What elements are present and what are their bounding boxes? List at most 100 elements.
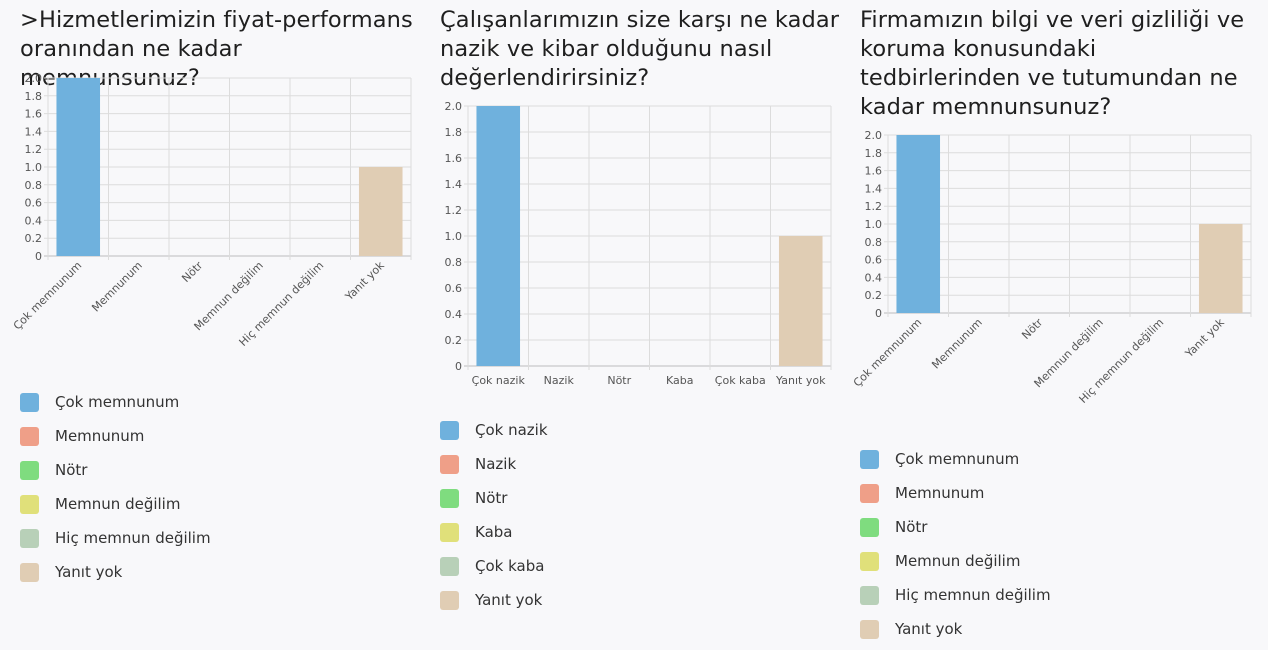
legend-item[interactable]: Nötr [20, 453, 211, 487]
legend-label: Çok memnunum [55, 393, 180, 411]
y-tick-label: 0.2 [865, 289, 883, 302]
chart-title: Çalışanlarımızın size karşı ne kadar naz… [440, 7, 840, 91]
legend-swatch [440, 590, 459, 610]
y-tick-label: 0.4 [445, 308, 463, 321]
x-tick-label: Çok kaba [715, 374, 766, 387]
legend-item[interactable]: Yanıt yok [20, 555, 211, 589]
y-tick-label: 1.6 [445, 152, 463, 165]
legend-item[interactable]: Çok memnunum [20, 385, 211, 419]
bar-chart: 0 0.2 0.4 0.6 0.8 1.0 1.2 1.4 1.6 1.8 2.0 Çok memnu… [851, 129, 1252, 406]
legend-item[interactable]: Kaba [440, 515, 548, 549]
legend-swatch [20, 392, 39, 412]
chart-title: Firmamızın bilgi ve veri gizliliği ve ko… [860, 7, 1245, 120]
legend-label: Memnun değilim [55, 495, 181, 513]
legend-swatch [20, 494, 39, 514]
legend-item[interactable]: Nötr [440, 481, 548, 515]
y-tick-label: 0.8 [25, 179, 43, 192]
legend-swatch [440, 556, 459, 576]
legend-item[interactable]: Nötr [860, 510, 1051, 544]
legend-swatch [860, 517, 879, 537]
bar-chart: 0 0.2 0.4 0.6 0.8 1.0 1.2 1.4 1.6 1.8 2.0 Çok memnu… [11, 72, 412, 349]
x-tick-label: Kaba [666, 374, 693, 387]
y-tick-label: 0.8 [445, 256, 463, 269]
legend-swatch [860, 619, 879, 639]
legend-swatch [20, 460, 39, 480]
legend-label: Yanıt yok [55, 563, 123, 581]
y-tick-label: 1.4 [865, 182, 883, 195]
legend-item[interactable]: Hiç memnun değilim [20, 521, 211, 555]
legend-label: Çok kaba [475, 557, 545, 575]
y-tick-label: 1.0 [25, 161, 43, 174]
y-tick-label: 0.2 [445, 334, 463, 347]
legend-item[interactable]: Çok nazik [440, 413, 548, 447]
x-tick-label: Memnunum [929, 316, 985, 372]
y-tick-label: 0.8 [865, 236, 883, 249]
y-tick-label: 1.0 [445, 230, 463, 243]
chart-legend: Çok nazik Nazik Nötr Kaba Çok kaba Yanıt yok [440, 413, 548, 617]
legend-label: Hiç memnun değilim [895, 586, 1051, 604]
y-tick-label: 1.8 [25, 90, 43, 103]
legend-item[interactable]: Hiç memnun değilim [860, 578, 1051, 612]
legend-label: Kaba [475, 523, 513, 541]
legend-item[interactable]: Memnunum [20, 419, 211, 453]
legend-item[interactable]: Memnun değilim [20, 487, 211, 521]
legend-label: Memnunum [55, 427, 145, 445]
legend-swatch [440, 454, 459, 474]
legend-item[interactable]: Memnun değilim [860, 544, 1051, 578]
y-tick-label: 1.2 [25, 143, 43, 156]
legend-item[interactable]: Yanıt yok [440, 583, 548, 617]
y-tick-label: 1.4 [25, 125, 43, 138]
legend-swatch [860, 483, 879, 503]
chart-legend: Çok memnunum Memnunum Nötr Memnun değilim Hi… [20, 385, 211, 589]
legend-swatch [860, 585, 879, 605]
y-tick-label: 0 [35, 250, 42, 263]
y-tick-label: 0.6 [865, 254, 883, 267]
x-tick-label: Çok nazik [472, 374, 526, 387]
legend-item[interactable]: Memnunum [860, 476, 1051, 510]
legend-item[interactable]: Çok memnunum [860, 442, 1051, 476]
y-tick-label: 0 [455, 360, 462, 373]
legend-label: Yanıt yok [895, 620, 963, 638]
bar [778, 236, 823, 366]
legend-swatch [440, 522, 459, 542]
y-tick-label: 2.0 [865, 129, 883, 142]
legend-label: Memnunum [895, 484, 985, 502]
bar [1198, 224, 1243, 313]
y-tick-label: 0.6 [445, 282, 463, 295]
y-tick-label: 1.6 [25, 108, 43, 121]
legend-swatch [440, 420, 459, 440]
legend-swatch [20, 562, 39, 582]
y-tick-label: 0.4 [25, 214, 43, 227]
bar [358, 167, 403, 256]
chart-legend: Çok memnunum Memnunum Nötr Memnun değilim Hi… [860, 442, 1051, 646]
y-tick-label: 0 [875, 307, 882, 320]
y-tick-label: 0.2 [25, 232, 43, 245]
y-tick-label: 1.2 [445, 204, 463, 217]
legend-item[interactable]: Nazik [440, 447, 548, 481]
y-tick-label: 1.4 [445, 178, 463, 191]
x-tick-label: Çok memnunum [851, 316, 925, 390]
x-tick-label: Nazik [544, 374, 575, 387]
legend-swatch [20, 528, 39, 548]
bar-chart: 0 0.2 0.4 0.6 0.8 1.0 1.2 1.4 1.6 1.8 2.0 Çok nazik… [445, 100, 832, 387]
bar [56, 78, 101, 256]
y-tick-label: 2.0 [445, 100, 463, 113]
legend-label: Nötr [895, 518, 928, 536]
x-tick-label: Nötr [179, 259, 205, 285]
y-tick-label: 0.6 [25, 197, 43, 210]
legend-item[interactable]: Yanıt yok [860, 612, 1051, 646]
y-tick-label: 1.0 [865, 218, 883, 231]
bar [896, 135, 941, 313]
x-tick-label: Yanıt yok [775, 374, 826, 387]
legend-item[interactable]: Çok kaba [440, 549, 548, 583]
x-tick-label: Yanıt yok [342, 258, 387, 303]
y-tick-label: 1.6 [865, 165, 883, 178]
legend-label: Yanıt yok [475, 591, 543, 609]
y-tick-label: 1.2 [865, 200, 883, 213]
legend-label: Çok nazik [475, 421, 548, 439]
x-tick-label: Nötr [607, 374, 631, 387]
legend-label: Hiç memnun değilim [55, 529, 211, 547]
x-tick-label: Çok memnunum [11, 259, 85, 333]
legend-label: Çok memnunum [895, 450, 1020, 468]
y-tick-label: 1.8 [445, 126, 463, 139]
